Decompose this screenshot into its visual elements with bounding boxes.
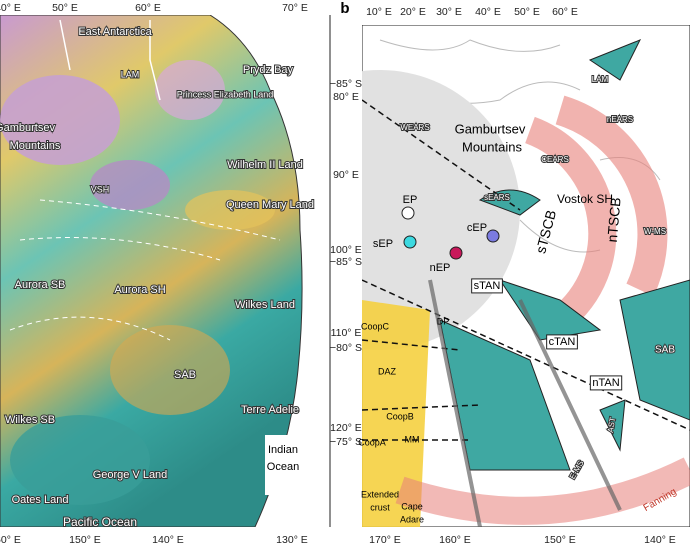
map-label: sEP <box>373 238 393 250</box>
map-label: SAB <box>174 369 196 381</box>
axis-label: 30° E <box>436 6 462 18</box>
axis-label: −85° S <box>330 256 362 268</box>
map-label: SAB <box>655 345 675 356</box>
map-label: Aurora SH <box>114 284 165 296</box>
axis-label: −80° S <box>330 342 362 354</box>
map-label: crust <box>370 502 390 512</box>
axis-label: 50° E <box>52 2 78 14</box>
axis-label: 80° E <box>333 91 359 103</box>
axis-label: 150° E <box>544 534 576 546</box>
map-label: East Antarctica <box>78 26 152 38</box>
axis-label: 140° E <box>152 534 184 546</box>
axis-label: 60° E <box>552 6 578 18</box>
panel-label: b <box>340 0 349 17</box>
map-label: Wilhelm II Land <box>227 159 303 171</box>
map-label: Oates Land <box>12 494 69 506</box>
map-label: Terre Adelie <box>241 404 299 416</box>
axis-label: 10° E <box>366 6 392 18</box>
axis-label: 120° E <box>330 422 362 434</box>
axis-label: 160° E <box>0 534 21 546</box>
map-label: Queen Mary Land <box>226 199 314 211</box>
map-label: cEP <box>467 222 487 234</box>
map-label: Adare <box>400 514 424 524</box>
map-label: CEARS <box>541 155 569 164</box>
map-label: Cape <box>401 501 423 511</box>
map-label: Gamburtsev <box>0 122 55 134</box>
map-label: Vostok SH <box>557 192 613 206</box>
map-a <box>0 15 330 527</box>
axis-label: −75° S <box>330 436 362 448</box>
map-label: sTAN <box>474 280 501 292</box>
map-label: DAZ <box>378 366 397 376</box>
axis-label: 140° E <box>644 534 676 546</box>
axis-label: 40° E <box>0 2 21 14</box>
labels: 40° E 50° E 60° E 70° E 160° E 150° E 140° E 13… <box>0 0 678 546</box>
map-label: DP <box>437 316 450 326</box>
map-label: AST <box>606 416 618 433</box>
map-label: Wilkes Land <box>235 299 295 311</box>
map-label: sEARS <box>484 193 510 202</box>
label-box <box>471 278 503 294</box>
axis-label: 170° E <box>369 534 401 546</box>
map-label: Princess Elizabeth Land <box>177 89 274 99</box>
label-box <box>589 375 623 391</box>
map-label: nEARS <box>607 115 633 124</box>
map-label: Indian <box>268 444 298 456</box>
map-label: nTSCB <box>604 197 624 243</box>
axis-label: 100° E <box>330 244 362 256</box>
map-label: CoopC <box>361 321 390 331</box>
axis-label: 20° E <box>400 6 426 18</box>
map-label: Prydz Bay <box>243 64 294 76</box>
map-label: nTAN <box>592 377 619 389</box>
map-label: WEARS <box>400 123 429 132</box>
axis-label: 130° E <box>276 534 308 546</box>
map-label: George V Land <box>93 469 168 481</box>
axis-label: 70° E <box>282 2 308 14</box>
map-label: Mountains <box>10 140 61 152</box>
map-label: Gamburtsev <box>455 121 526 136</box>
map-label: Extended <box>361 489 399 499</box>
map-label: nEP <box>430 262 451 274</box>
map-label: Aurora SB <box>15 279 66 291</box>
map-label: LAM <box>592 75 609 84</box>
axis-label: 40° E <box>475 6 501 18</box>
axis-label: −85° S <box>330 78 362 90</box>
map-label: Ocean <box>267 461 299 473</box>
map-label: CoopB <box>386 411 414 421</box>
axis-label: 160° E <box>439 534 471 546</box>
label-box <box>546 334 578 350</box>
map-label: Pacific Ocean <box>63 515 137 529</box>
map-label: EP <box>403 194 418 206</box>
axis-label: 90° E <box>333 169 359 181</box>
map-label: W-MS <box>644 227 666 236</box>
axis-label: 50° E <box>514 6 540 18</box>
axis-label: 60° E <box>135 2 161 14</box>
map-label: MM <box>405 434 420 444</box>
map-label: LAM <box>121 69 140 79</box>
map-label: Wilkes SB <box>5 414 55 426</box>
axis-label: 110° E <box>331 327 362 339</box>
map-label: CoopA <box>358 437 386 447</box>
map-label: cTAN <box>549 336 576 348</box>
map-label: VSH <box>91 184 110 194</box>
axis-label: 150° E <box>69 534 101 546</box>
map-label: Mountains <box>462 139 522 154</box>
